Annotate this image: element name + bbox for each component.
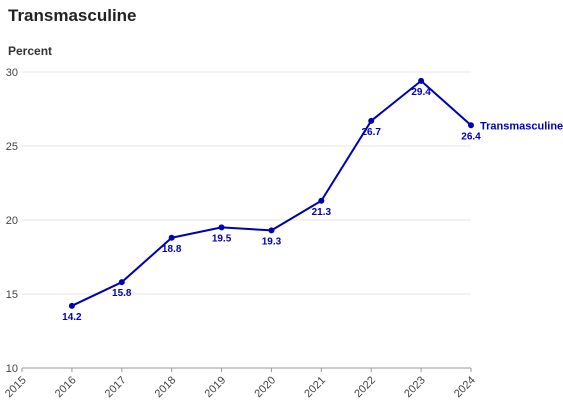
y-tick-label: 20 [6,215,18,227]
x-tick-label: 2022 [352,374,378,400]
y-axis-title: Percent [8,44,53,58]
x-tick-label: 2021 [302,374,328,400]
data-point [268,227,275,234]
y-tick-label: 25 [6,141,18,153]
data-label: 19.3 [262,236,282,247]
gridlines [22,71,471,369]
x-tick-label: 2023 [402,374,428,400]
y-tick-label: 15 [6,289,18,301]
x-tick-label: 2020 [252,374,278,400]
y-tick-label: 30 [6,67,18,79]
data-label: 14.2 [62,312,82,323]
data-label: 19.5 [212,233,232,244]
x-axis-ticks: 2015 2016 2017 2018 2019 2020 2021 2022 2023 2024 [3,368,478,400]
data-point [118,279,125,286]
data-label: 26.7 [361,127,381,138]
data-point [168,234,175,241]
series-group: 14.2 15.8 18.8 19.5 19.3 21.3 26.7 29.4 26.4Tran… [62,77,563,323]
data-label: 29.4 [411,87,431,98]
data-label: 21.3 [312,207,332,218]
data-point [368,117,375,124]
data-point [318,197,325,204]
y-axis-ticks: 10 15 20 25 30 [6,67,18,375]
data-point [418,77,425,84]
chart-title: Transmasculine [8,6,137,25]
data-label: 15.8 [112,288,132,299]
data-point [218,224,225,231]
data-point [468,122,474,129]
x-tick-label: 2017 [103,374,129,400]
x-tick-label: 2016 [53,374,79,400]
series-line [71,79,472,307]
x-tick-label: 2024 [452,374,478,400]
x-tick-label: 2019 [203,374,229,400]
data-label: 18.8 [162,244,182,255]
series-name-label: Transmasculine [480,120,563,132]
data-point [68,302,75,309]
x-tick-label: 2015 [3,374,29,400]
y-tick-label: 10 [6,363,18,375]
x-tick-label: 2018 [153,374,179,400]
data-label: 26.4 [461,131,481,142]
